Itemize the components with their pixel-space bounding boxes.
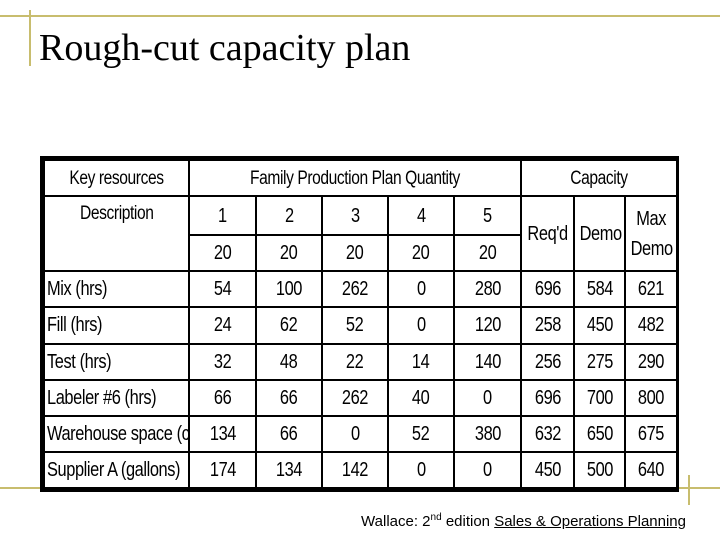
table-row: Supplier A (gallons) 174 134 142 0 0 450… [43,450,679,490]
demo-cell: 584 [573,270,627,309]
table-cell: 0 [387,450,455,490]
table-cell: 52 [387,414,455,453]
table-cell: 0 [452,378,523,417]
book-title: Sales & Operations Planning [494,513,686,530]
reqd-cell: 450 [520,450,576,490]
table-cell: 22 [321,342,389,381]
header-capacity: Capacity [520,158,679,198]
table-row: Labeler #6 (hrs) 66 66 262 40 0 696 700 … [43,378,679,417]
header-reqd: Req'd [520,195,576,273]
decorative-vertical-line [29,10,31,66]
reqd-cell: 632 [520,414,576,453]
table-cell: 0 [452,450,523,490]
row-label: Test (hrs) [43,342,190,381]
max-demo-cell: 800 [624,378,679,417]
table-cell: 100 [255,270,323,309]
row-label: Mix (hrs) [43,270,190,309]
header-demo: Demo [573,195,627,273]
family-number: 5 [452,195,523,237]
header-description: Description [43,195,190,273]
demo-cell: 450 [573,306,627,345]
max-demo-cell: 675 [624,414,679,453]
table-row: Warehouse space (cube) 134 66 0 52 380 6… [43,414,679,453]
table-cell: 52 [321,306,389,345]
table-cell: 120 [452,306,523,345]
table-cell: 0 [321,414,389,453]
reqd-cell: 258 [520,306,576,345]
demo-cell: 650 [573,414,627,453]
table-cell: 66 [255,378,323,417]
demo-cell: 275 [573,342,627,381]
row-label: Warehouse space (cube) [43,414,190,453]
row-label: Fill (hrs) [43,306,190,345]
table-cell: 0 [387,270,455,309]
family-quantity: 20 [387,234,455,273]
decorative-corner-line [688,475,690,505]
table-cell: 142 [321,450,389,490]
max-demo-cell: 621 [624,270,679,309]
table-cell: 174 [188,450,257,490]
table-cell: 54 [188,270,257,309]
max-demo-cell: 482 [624,306,679,345]
capacity-table-frame: Key resources Family Production Plan Qua… [40,156,679,492]
table-cell: 62 [255,306,323,345]
header-max-demo: Max Demo [624,195,679,273]
table-cell: 40 [387,378,455,417]
family-quantity: 20 [452,234,523,273]
family-quantity: 20 [255,234,323,273]
family-number: 1 [188,195,257,237]
table-cell: 48 [255,342,323,381]
table-row: Fill (hrs) 24 62 52 0 120 258 450 482 [43,306,679,345]
family-number: 3 [321,195,389,237]
reqd-cell: 696 [520,378,576,417]
table-cell: 140 [452,342,523,381]
max-demo-cell: 290 [624,342,679,381]
table-cell: 32 [188,342,257,381]
table-cell: 66 [188,378,257,417]
reqd-cell: 696 [520,270,576,309]
decorative-top-line [0,15,720,17]
table-cell: 0 [387,306,455,345]
header-family-plan: Family Production Plan Quantity [187,158,523,198]
demo-cell: 700 [573,378,627,417]
source-caption: Wallace: 2nd edition Sales & Operations … [361,512,686,530]
table-row: Mix (hrs) 54 100 262 0 280 696 584 621 [43,270,679,309]
max-demo-cell: 640 [624,450,679,490]
family-number: 4 [387,195,455,237]
table-cell: 24 [188,306,257,345]
family-quantity: 20 [188,234,257,273]
table-cell: 134 [188,414,257,453]
demo-cell: 500 [573,450,627,490]
table-row: Test (hrs) 32 48 22 14 140 256 275 290 [43,342,679,381]
reqd-cell: 256 [520,342,576,381]
table-cell: 262 [321,270,389,309]
family-quantity: 20 [321,234,389,273]
header-key-resources: Key resources [43,158,190,198]
table-cell: 14 [387,342,455,381]
family-number: 2 [255,195,323,237]
row-label: Supplier A (gallons) [43,450,190,490]
slide-title: Rough-cut capacity plan [39,27,411,69]
table-cell: 134 [255,450,323,490]
table-cell: 280 [452,270,523,309]
capacity-table: Key resources Family Production Plan Qua… [43,158,679,490]
table-cell: 380 [452,414,523,453]
row-label: Labeler #6 (hrs) [43,378,190,417]
table-cell: 66 [255,414,323,453]
table-cell: 262 [321,378,389,417]
